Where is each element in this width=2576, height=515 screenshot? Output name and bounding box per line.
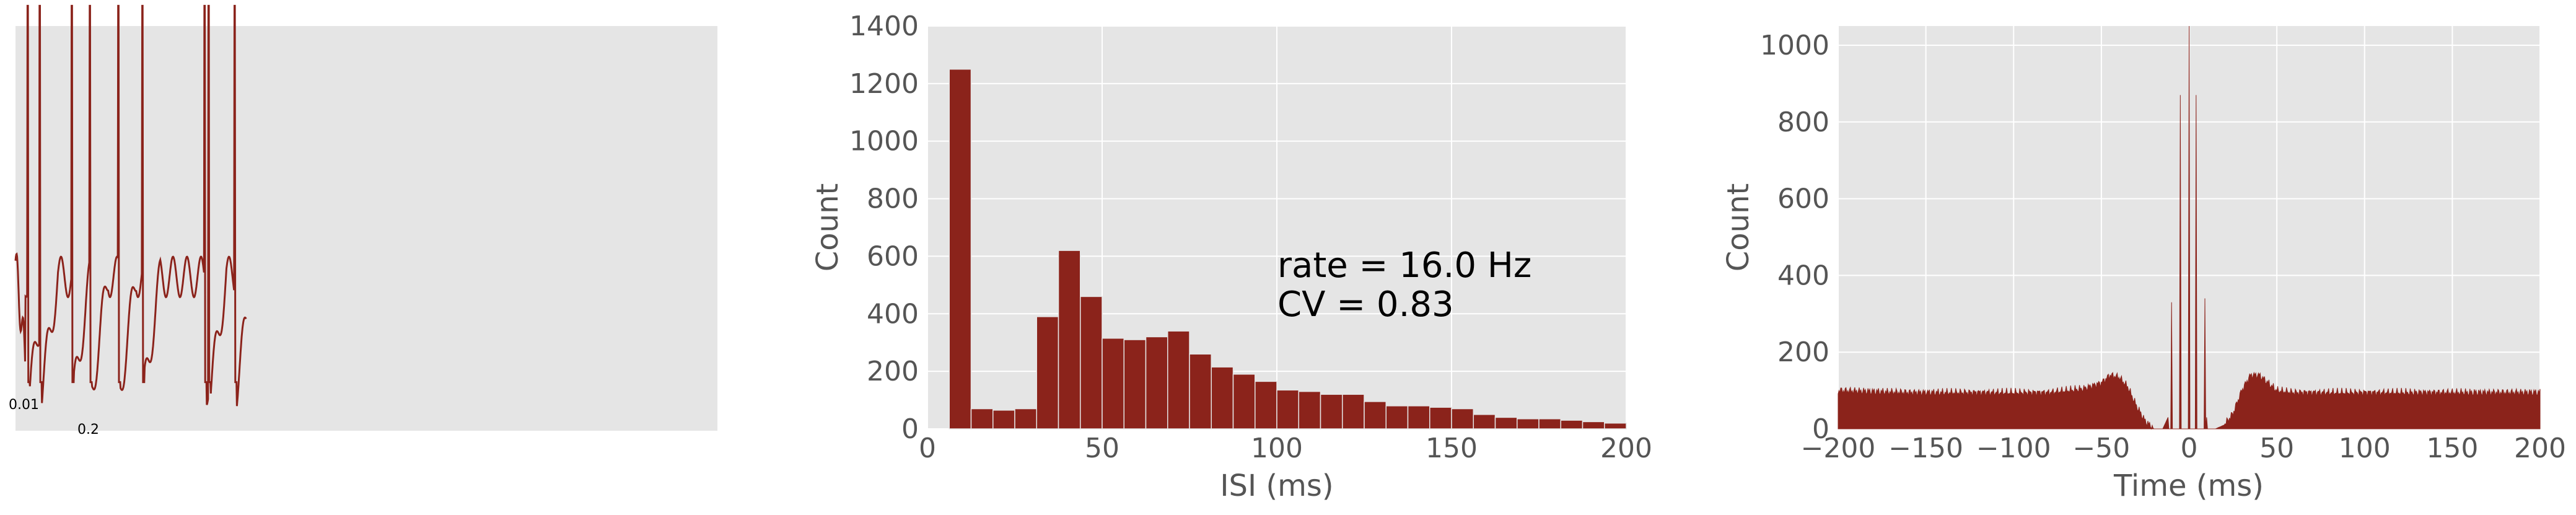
isi-y-axis-label: Count bbox=[810, 183, 845, 272]
isi-bar bbox=[1167, 330, 1190, 429]
isi-bar bbox=[992, 410, 1015, 429]
isi-y-tick-label: 1000 bbox=[849, 126, 919, 157]
isi-x-tick-label: 0 bbox=[919, 433, 936, 464]
isi-y-tick-label: 0 bbox=[901, 413, 919, 445]
isi-bar bbox=[1385, 405, 1409, 429]
scale-bar-y-label: 0.01 bbox=[9, 397, 39, 413]
isi-x-axis-label: ISI (ms) bbox=[1220, 469, 1333, 503]
isi-bar bbox=[1189, 353, 1212, 429]
scale-bar-x-label: 0.2 bbox=[77, 422, 99, 438]
isi-bar bbox=[1407, 405, 1430, 429]
isi-bar bbox=[948, 68, 972, 429]
correlogram-y-tick-label: 600 bbox=[1777, 183, 1829, 215]
isi-bar bbox=[1036, 316, 1059, 429]
cv-annotation: CV = 0.83 bbox=[1277, 284, 1454, 325]
isi-bar bbox=[1473, 414, 1496, 429]
isi-bar bbox=[1451, 408, 1474, 429]
isi-y-tick-label: 400 bbox=[867, 298, 919, 330]
isi-bar bbox=[1123, 339, 1147, 429]
isi-bar bbox=[1080, 296, 1103, 429]
isi-y-tick-label: 1400 bbox=[849, 11, 919, 42]
isi-x-tick-labels: 0 50 100 150 200 bbox=[919, 433, 1652, 464]
correlogram-y-tick-label: 1000 bbox=[1760, 30, 1829, 61]
isi-bar bbox=[1604, 422, 1627, 429]
isi-bar bbox=[1517, 418, 1540, 429]
isi-bar bbox=[970, 408, 994, 429]
isi-histogram-panel: 0 50 100 150 200 0 200 400 600 800 1000 1200 1400 I… bbox=[810, 11, 1652, 503]
correlogram-panel: −200 −150 −100 −50 0 50 100 150 200 0 200 400 600 80… bbox=[1721, 25, 2566, 503]
isi-bar bbox=[1494, 416, 1518, 429]
isi-bar bbox=[1145, 336, 1168, 429]
isi-bar bbox=[1014, 408, 1037, 429]
isi-bar bbox=[1211, 366, 1234, 429]
correlogram-x-axis-label: Time (ms) bbox=[2113, 469, 2264, 503]
correlogram-y-tick-label: 200 bbox=[1777, 337, 1829, 368]
isi-y-tick-label: 800 bbox=[867, 183, 919, 215]
isi-x-tick-label: 100 bbox=[1251, 433, 1303, 464]
isi-bar bbox=[1058, 250, 1081, 429]
isi-bar bbox=[1320, 394, 1343, 429]
correlogram-x-tick-label: 150 bbox=[2426, 433, 2478, 464]
isi-bar bbox=[1298, 390, 1321, 429]
correlogram-x-tick-labels: −200 −150 −100 −50 0 50 100 150 200 bbox=[1801, 433, 2566, 464]
isi-y-tick-label: 600 bbox=[867, 240, 919, 272]
correlogram-x-tick-label: −200 bbox=[1801, 433, 1876, 464]
correlogram-x-tick-label: −50 bbox=[2072, 433, 2130, 464]
correlogram-x-tick-label: −100 bbox=[1976, 433, 2051, 464]
isi-y-tick-label: 200 bbox=[867, 356, 919, 387]
correlogram-x-tick-label: 0 bbox=[2181, 433, 2198, 464]
isi-bar bbox=[1276, 389, 1299, 429]
isi-bar bbox=[1582, 421, 1605, 429]
rate-annotation: rate = 16.0 Hz bbox=[1277, 245, 1531, 286]
isi-bar bbox=[1102, 338, 1124, 429]
isi-x-tick-label: 150 bbox=[1426, 433, 1478, 464]
isi-bars bbox=[948, 68, 1627, 429]
correlogram-y-tick-label: 800 bbox=[1777, 107, 1829, 138]
correlogram-y-axis-label: Count bbox=[1721, 183, 1756, 272]
isi-bar bbox=[1429, 407, 1452, 429]
correlogram-x-tick-label: 200 bbox=[2514, 433, 2566, 464]
isi-y-tick-labels: 0 200 400 600 800 1000 1200 1400 bbox=[849, 11, 919, 445]
isi-y-tick-label: 1200 bbox=[849, 68, 919, 100]
isi-bar bbox=[1560, 420, 1584, 429]
isi-bar bbox=[1342, 394, 1365, 429]
isi-bar bbox=[1232, 374, 1256, 429]
isi-x-tick-label: 50 bbox=[1085, 433, 1119, 464]
correlogram-y-tick-label: 400 bbox=[1777, 260, 1829, 291]
correlogram-area bbox=[1838, 25, 2541, 430]
correlogram-x-tick-label: −150 bbox=[1888, 433, 1963, 464]
correlogram-x-tick-label: 50 bbox=[2259, 433, 2294, 464]
correlogram-y-tick-labels: 0 200 400 600 800 1000 bbox=[1760, 30, 1829, 445]
isi-bar bbox=[1255, 381, 1277, 429]
correlogram-y-tick-label: 0 bbox=[1812, 413, 1829, 445]
correlogram-x-tick-label: 100 bbox=[2339, 433, 2391, 464]
isi-x-tick-label: 200 bbox=[1600, 433, 1652, 464]
trace-panel: 0.01 0.2 bbox=[9, 4, 717, 438]
voltage-trace-line bbox=[14, 4, 247, 407]
isi-bar bbox=[1538, 418, 1561, 429]
isi-bar bbox=[1364, 401, 1387, 429]
trace-panel-background bbox=[15, 26, 717, 431]
